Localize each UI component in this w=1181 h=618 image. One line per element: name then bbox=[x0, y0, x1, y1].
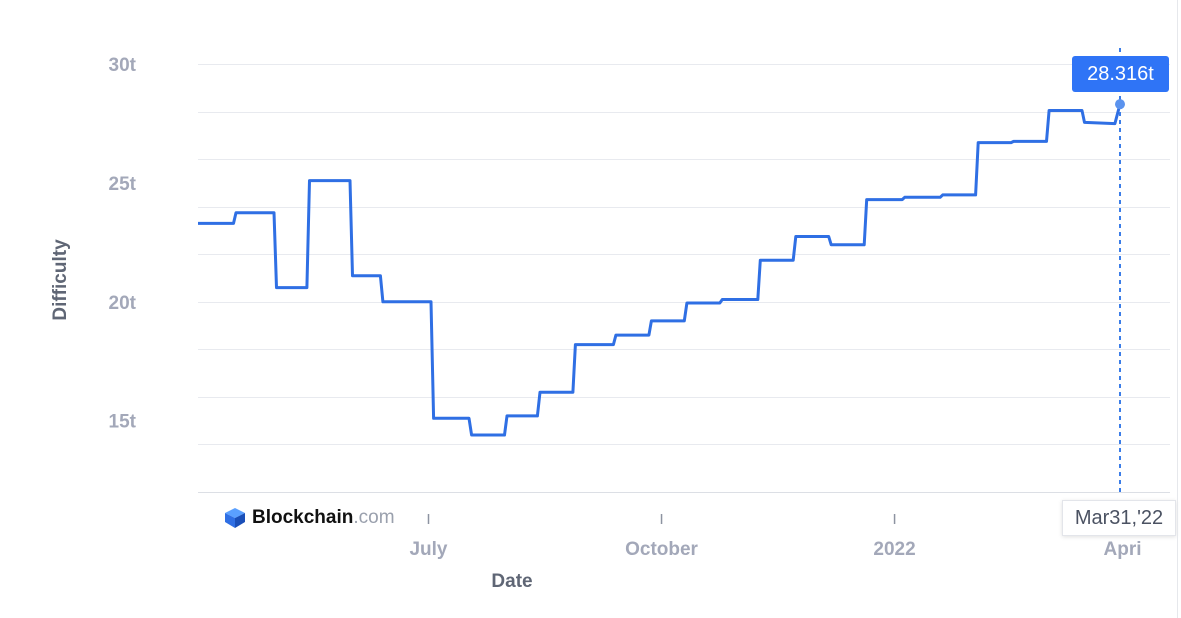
right-edge-divider bbox=[1177, 0, 1178, 618]
y-tick-label: 25t bbox=[109, 174, 137, 195]
y-axis-title: Difficulty bbox=[50, 239, 71, 321]
value-tooltip: 28.316t bbox=[1072, 56, 1169, 92]
x-tick-label: Apri bbox=[1104, 539, 1142, 560]
gridlines bbox=[198, 64, 1170, 493]
x-tick-label: 2022 bbox=[873, 539, 915, 560]
brand-watermark: Blockchain.com bbox=[224, 507, 395, 529]
x-axis-title: Date bbox=[491, 571, 532, 592]
y-tick-label: 20t bbox=[109, 293, 137, 314]
x-tick-label: October bbox=[625, 539, 698, 560]
hover-point bbox=[1115, 99, 1125, 110]
brand-suffix: .com bbox=[353, 507, 395, 528]
blockchain-logo-icon bbox=[225, 508, 245, 528]
x-tick-label: July bbox=[409, 539, 447, 560]
difficulty-series-line bbox=[198, 103, 1122, 437]
y-tick-label: 30t bbox=[109, 55, 137, 76]
y-axis-ticks: 30t 25t 20t 15t bbox=[109, 55, 137, 433]
brand-name: Blockchain bbox=[252, 507, 354, 528]
x-axis-ticks: July October 2022 Apri bbox=[409, 514, 1142, 560]
y-tick-label: 15t bbox=[109, 412, 137, 433]
date-tooltip: Mar31,'22 bbox=[1062, 500, 1176, 536]
